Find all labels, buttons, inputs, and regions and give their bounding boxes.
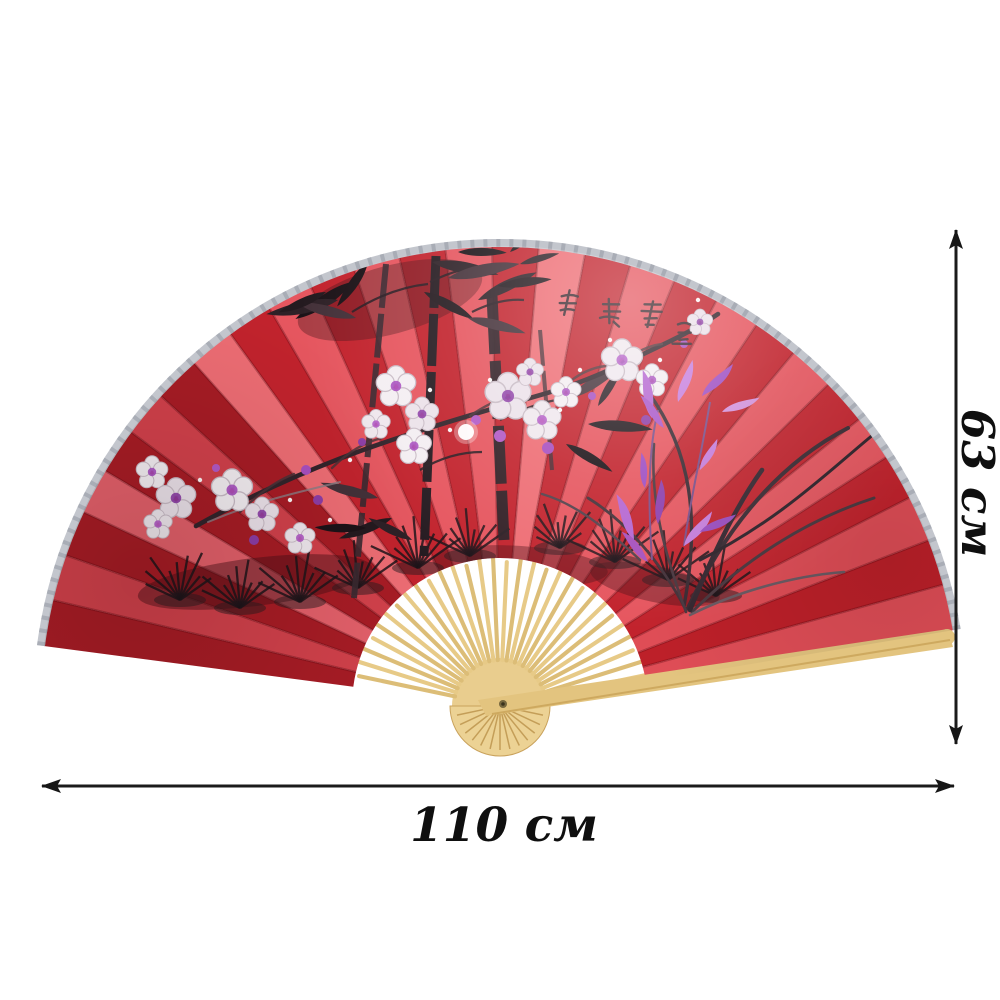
fan-trim <box>37 239 961 647</box>
fan-ribs <box>355 550 653 699</box>
height-label: 63 см <box>951 409 1000 557</box>
fan-pivot-cap <box>449 705 551 757</box>
width-dimension: 110 см <box>41 779 955 853</box>
width-label: 110 см <box>410 798 598 853</box>
pivot-pin-center <box>501 702 505 706</box>
height-dimension: 63 см <box>949 229 1000 745</box>
